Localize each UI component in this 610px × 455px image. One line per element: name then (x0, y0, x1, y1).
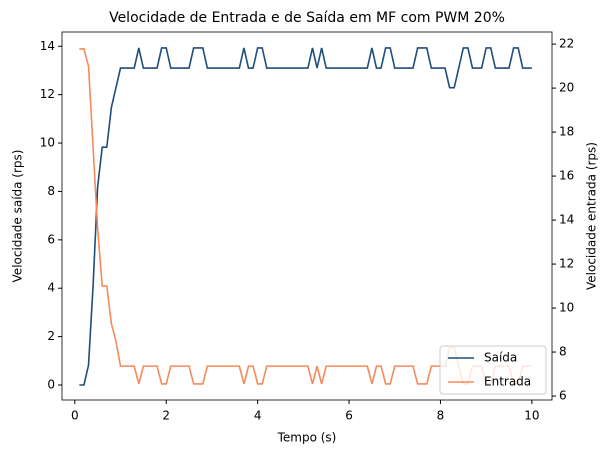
series-line (79, 48, 532, 385)
x-tick-label: 10 (524, 409, 539, 423)
x-tick-label: 0 (71, 409, 79, 423)
x-axis-label: Tempo (s) (277, 431, 337, 445)
plot-area (79, 47, 532, 386)
chart-title: Velocidade de Entrada e de Saída em MF c… (109, 10, 505, 26)
y2-tick-label: 12 (559, 257, 574, 271)
series-line (79, 47, 532, 386)
x-tick-label: 2 (162, 409, 170, 423)
x-tick-label: 4 (254, 409, 262, 423)
y2-tick-label: 16 (559, 169, 574, 183)
y-tick-label: 2 (47, 329, 55, 343)
y2-axis-label: Velocidade entrada (rps) (585, 142, 599, 290)
y-axis-label: Velocidade saída (rps) (11, 150, 25, 283)
y2-tick-label: 6 (559, 389, 567, 403)
legend-label: Saída (484, 351, 517, 365)
y2-tick-label: 18 (559, 125, 574, 139)
legend-label: Entrada (484, 375, 531, 389)
x-tick-label: 8 (437, 409, 445, 423)
y2-tick-label: 14 (559, 213, 574, 227)
y-tick-label: 12 (40, 87, 55, 101)
y2-tick-label: 8 (559, 345, 567, 359)
y-tick-label: 14 (40, 39, 55, 53)
y2-tick-label: 10 (559, 301, 574, 315)
y-tick-label: 8 (47, 184, 55, 198)
y2-tick-label: 20 (559, 81, 574, 95)
y-tick-label: 4 (47, 281, 55, 295)
y-tick-label: 10 (40, 136, 55, 150)
y2-tick-label: 22 (559, 37, 574, 51)
axes-frame (61, 31, 553, 401)
x-tick-label: 6 (345, 409, 353, 423)
y-tick-label: 6 (47, 232, 55, 246)
y-tick-label: 0 (47, 377, 55, 391)
